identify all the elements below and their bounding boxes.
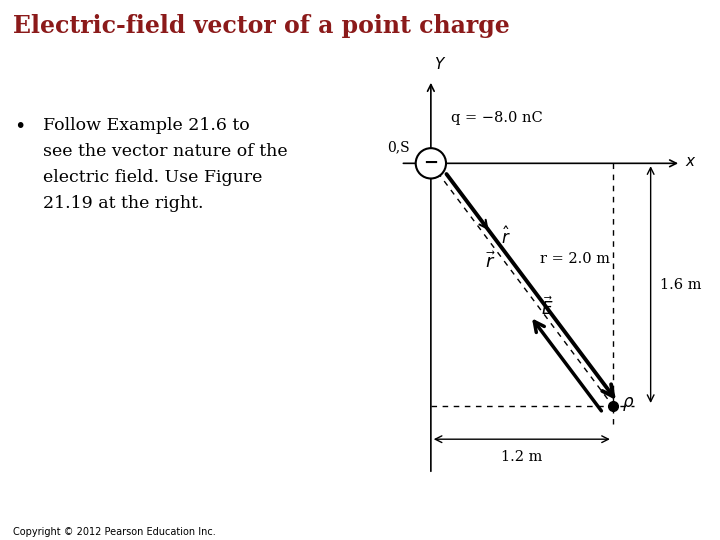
Text: $\rho$: $\rho$ xyxy=(622,395,634,413)
Text: q = −8.0 nC: q = −8.0 nC xyxy=(451,111,542,125)
Text: 1.2 m: 1.2 m xyxy=(501,450,542,464)
Text: r = 2.0 m: r = 2.0 m xyxy=(540,252,610,266)
Text: •: • xyxy=(14,117,26,136)
Text: Y: Y xyxy=(434,57,444,72)
Text: x: x xyxy=(685,154,695,170)
Text: $\hat{r}$: $\hat{r}$ xyxy=(501,226,510,248)
Text: 0,S: 0,S xyxy=(387,140,410,154)
Text: −: − xyxy=(423,154,438,172)
Text: Follow Example 21.6 to
see the vector nature of the
electric field. Use Figure
2: Follow Example 21.6 to see the vector na… xyxy=(43,117,288,212)
Text: Copyright © 2012 Pearson Education Inc.: Copyright © 2012 Pearson Education Inc. xyxy=(13,527,216,537)
Text: $\vec{E}$: $\vec{E}$ xyxy=(541,296,554,319)
Text: Electric-field vector of a point charge: Electric-field vector of a point charge xyxy=(13,14,510,38)
Circle shape xyxy=(415,148,446,179)
Text: 1.6 m: 1.6 m xyxy=(660,278,701,292)
Text: $\vec{r}$: $\vec{r}$ xyxy=(485,251,495,272)
